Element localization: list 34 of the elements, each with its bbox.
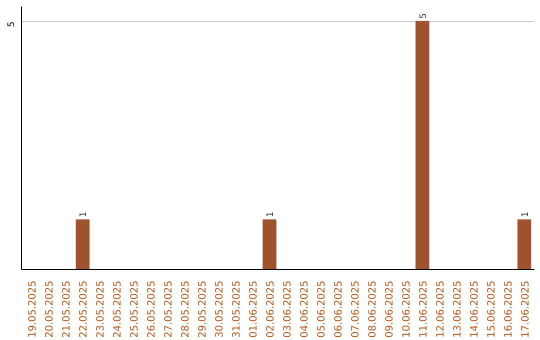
x-tick-label: 15.06.2025 [486, 280, 498, 338]
x-tick-label: 12.06.2025 [435, 280, 446, 338]
x-tick-label: 22.05.2025 [78, 280, 90, 338]
x-tick-label: 09.06.2025 [384, 280, 396, 338]
x-tick-label: 10.06.2025 [401, 280, 412, 338]
x-tick-label: 20.05.2025 [44, 280, 56, 338]
x-tick-label: 28.05.2025 [180, 280, 192, 338]
x-tick-label: 25.05.2025 [130, 280, 141, 338]
data-label: 1 [266, 212, 276, 218]
x-tick-label: 24.05.2025 [112, 280, 124, 338]
x-tick-label: 13.06.2025 [452, 280, 464, 338]
x-tick-label: 02.06.2025 [266, 280, 277, 338]
x-tick-label: 06.06.2025 [333, 280, 344, 338]
x-tick-label: 23.05.2025 [96, 280, 107, 338]
x-tick-label: 01.06.2025 [248, 280, 260, 338]
data-label: 1 [79, 212, 90, 218]
x-tick-label: 16.06.2025 [503, 280, 514, 338]
x-tick-label: 11.06.2025 [418, 280, 430, 338]
x-tick-label: 31.05.2025 [232, 280, 243, 338]
x-tick-label: 04.06.2025 [299, 280, 310, 338]
x-tick-label: 08.06.2025 [367, 280, 378, 338]
x-tick-label: 19.05.2025 [28, 280, 39, 338]
x-tick-label: 17.06.2025 [520, 280, 532, 338]
x-tick-label: 26.05.2025 [146, 280, 158, 338]
x-tick-label: 30.05.2025 [214, 280, 226, 338]
x-tick-label: 14.06.2025 [469, 280, 480, 338]
x-tick-label: 07.06.2025 [350, 280, 362, 338]
x-tick-label: 29.05.2025 [198, 280, 209, 338]
x-tick-label: 21.05.2025 [62, 280, 73, 338]
x-tick-label: 27.05.2025 [164, 280, 175, 338]
data-label: 1 [520, 212, 531, 218]
x-tick-label: 05.06.2025 [316, 280, 328, 338]
x-tick-label: 03.06.2025 [282, 280, 294, 338]
data-label: 5 [418, 13, 429, 19]
